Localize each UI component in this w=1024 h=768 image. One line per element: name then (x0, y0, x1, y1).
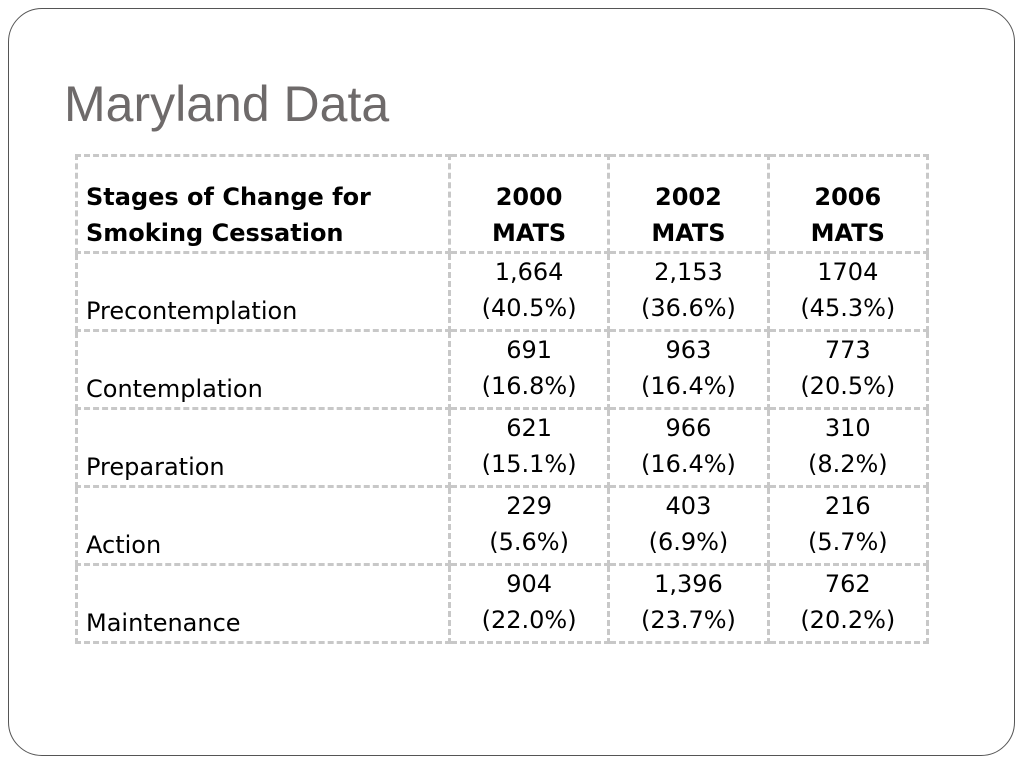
count-value: 1704 (817, 258, 879, 286)
count-value: 229 (506, 492, 552, 520)
page-title: Maryland Data (64, 76, 390, 132)
count-value: 963 (665, 336, 712, 364)
value-cell: 216 (5.7%) (766, 485, 930, 566)
count-value: 762 (824, 570, 871, 598)
count-value: 2,153 (654, 258, 723, 286)
column-header-2000: 2000 MATS (447, 154, 611, 254)
value-cell: 691 (16.8%) (447, 329, 611, 410)
value-cell: 1704 (45.3%) (766, 251, 930, 332)
data-table: Stages of Change for Smoking Cessation 2… (75, 154, 930, 644)
column-header-2006: 2006 MATS (766, 154, 930, 254)
stage-cell: Maintenance (75, 563, 451, 644)
count-value: 691 (506, 336, 552, 364)
percent-value: (16.8%) (481, 372, 577, 400)
column-header-stages: Stages of Change for Smoking Cessation (75, 154, 451, 254)
header-line: MATS (491, 219, 567, 247)
value-cell: 966 (16.4%) (607, 407, 770, 488)
count-value: 1,396 (654, 570, 723, 598)
percent-value: (5.7%) (807, 528, 888, 556)
header-line: MATS (810, 219, 885, 247)
percent-value: (40.5%) (481, 294, 577, 322)
table-header-row: Stages of Change for Smoking Cessation 2… (75, 154, 930, 254)
percent-value: (16.4%) (640, 450, 736, 478)
percent-value: (36.6%) (640, 294, 736, 322)
value-cell: 773 (20.5%) (766, 329, 930, 410)
column-header-2002: 2002 MATS (607, 154, 770, 254)
header-line: Smoking Cessation (86, 219, 344, 247)
percent-value: (16.4%) (640, 372, 736, 400)
value-cell: 1,396 (23.7%) (607, 563, 770, 644)
table-row: Precontemplation 1,664 (40.5%) 2,153 (36.6… (75, 251, 930, 332)
percent-value: (20.2%) (800, 606, 896, 634)
value-cell: 963 (16.4%) (607, 329, 770, 410)
header-line: 2000 (495, 183, 563, 211)
count-value: 904 (506, 570, 552, 598)
percent-value: (6.9%) (648, 528, 729, 556)
percent-value: (20.5%) (800, 372, 896, 400)
count-value: 966 (665, 414, 712, 442)
table-row: Contemplation 691 (16.8%) 963 (16.4%) 773 (… (75, 329, 930, 410)
percent-value: (45.3%) (800, 294, 896, 322)
percent-value: (15.1%) (481, 450, 577, 478)
percent-value: (8.2%) (807, 450, 888, 478)
percent-value: (23.7%) (640, 606, 736, 634)
count-value: 216 (824, 492, 871, 520)
stage-cell: Action (75, 485, 451, 566)
count-value: 1,664 (494, 258, 564, 286)
table-row: Maintenance 904 (22.0%) 1,396 (23.7%) 762 (… (75, 563, 930, 644)
count-value: 773 (824, 336, 871, 364)
header-line: 2002 (655, 183, 722, 211)
percent-value: (5.6%) (489, 528, 569, 556)
value-cell: 310 (8.2%) (766, 407, 930, 488)
value-cell: 762 (20.2%) (766, 563, 930, 644)
table-row: Preparation 621 (15.1%) 966 (16.4%) 310 (8.… (75, 407, 930, 488)
value-cell: 904 (22.0%) (447, 563, 611, 644)
percent-value: (22.0%) (481, 606, 577, 634)
value-cell: 403 (6.9%) (607, 485, 770, 566)
count-value: 310 (824, 414, 871, 442)
header-line: MATS (651, 219, 726, 247)
value-cell: 621 (15.1%) (447, 407, 611, 488)
count-value: 403 (665, 492, 712, 520)
value-cell: 1,664 (40.5%) (447, 251, 611, 332)
stage-cell: Contemplation (75, 329, 451, 410)
value-cell: 229 (5.6%) (447, 485, 611, 566)
stage-cell: Precontemplation (75, 251, 451, 332)
table-row: Action 229 (5.6%) 403 (6.9%) 216 (5.7%) (75, 485, 930, 566)
header-line: 2006 (814, 183, 882, 211)
value-cell: 2,153 (36.6%) (607, 251, 770, 332)
count-value: 621 (506, 414, 552, 442)
header-line: Stages of Change for (86, 183, 371, 211)
stage-cell: Preparation (75, 407, 451, 488)
